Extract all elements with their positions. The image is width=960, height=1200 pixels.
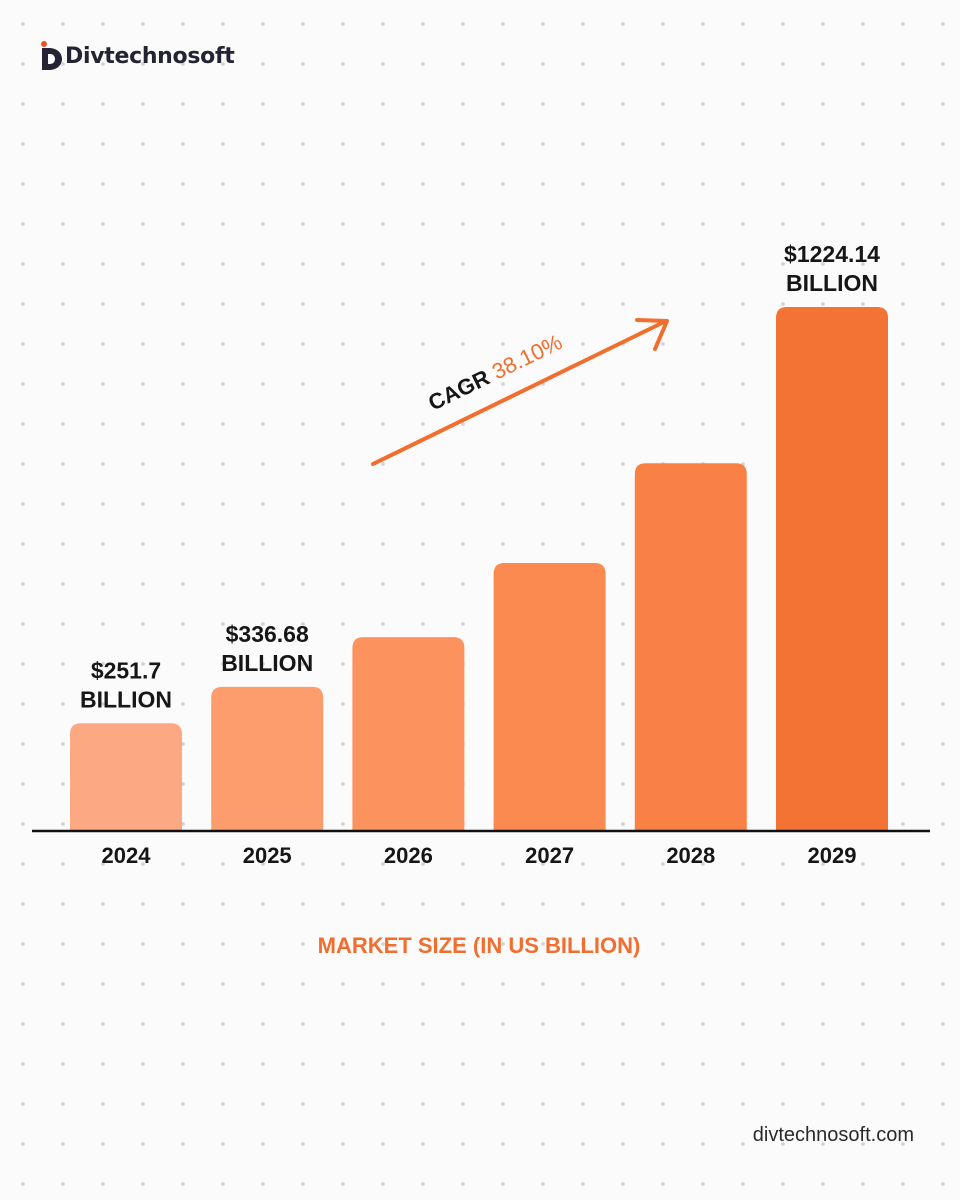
bar-2027	[493, 563, 606, 831]
cagr-arrow-line	[371, 320, 666, 466]
x-tick-2029: 2029	[808, 843, 857, 868]
x-tick-2026: 2026	[384, 843, 433, 868]
bar-2026	[352, 637, 465, 831]
x-tick-2025: 2025	[243, 843, 292, 868]
bar-2024	[70, 723, 182, 831]
bar-2028	[634, 463, 747, 831]
cagr-arrow-head	[635, 318, 669, 351]
x-tick-2024: 2024	[102, 843, 152, 868]
data-label-2025-line-2: BILLION	[221, 650, 313, 676]
brand-name: Divtechnosoft	[65, 43, 235, 69]
data-label-2025-line-1: $336.68	[226, 621, 309, 647]
brand-logo: Divtechnosoft	[40, 38, 235, 74]
data-label-2024-line-1: $251.7	[91, 657, 161, 683]
data-label-2029-line-2: BILLION	[786, 270, 878, 296]
x-axis-title: MARKET SIZE (IN US BILLION)	[318, 933, 641, 958]
bar-2029	[776, 307, 888, 831]
data-label-2024-line-2: BILLION	[80, 686, 172, 712]
x-tick-2028: 2028	[666, 843, 715, 868]
logo-icon	[40, 41, 64, 71]
data-label-2029-line-1: $1224.14	[784, 241, 880, 267]
footer-website[interactable]: divtechnosoft.com	[752, 1124, 914, 1146]
bar-2025	[211, 686, 324, 831]
x-tick-2027: 2027	[525, 843, 574, 868]
